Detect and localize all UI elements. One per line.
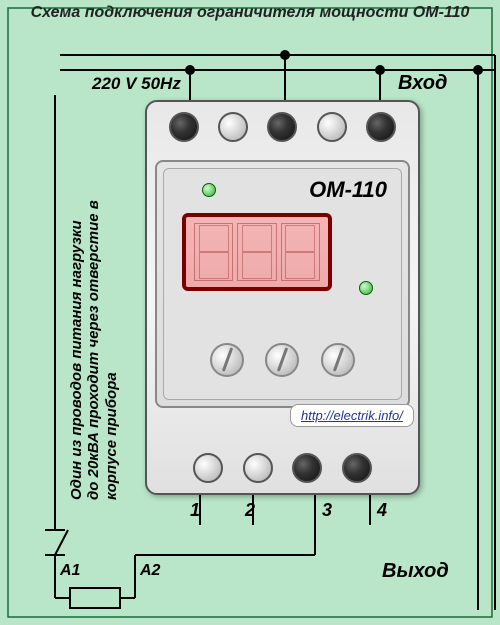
top-terminal-2 (218, 112, 248, 142)
terminal-num-1: 1 (190, 500, 200, 521)
bottom-terminal-4 (342, 453, 372, 483)
top-terminal-1 (169, 112, 199, 142)
side-note-text: Один из проводов питания нагрузкидо 20кВ… (68, 100, 120, 500)
status-led-right (359, 281, 373, 295)
device-body: ОМ-110 (145, 100, 420, 495)
terminal-num-3: 3 (322, 500, 332, 521)
top-terminal-5 (366, 112, 396, 142)
coil-a1-label: А1 (60, 562, 80, 580)
output-label: Выход (382, 560, 449, 583)
adjust-knob-2[interactable] (265, 343, 299, 377)
bottom-terminal-2 (243, 453, 273, 483)
faceplate-inner: ОМ-110 (163, 168, 402, 400)
coil-a2-label: А2 (140, 562, 160, 580)
diagram-title: Схема подключения ограничителя мощности … (0, 4, 500, 22)
digit-3 (281, 223, 320, 281)
side-note-line1: Один из проводов питания нагрузкидо 20кВ… (68, 100, 120, 500)
status-led-left (202, 183, 216, 197)
top-terminal-3 (267, 112, 297, 142)
bottom-terminal-1 (193, 453, 223, 483)
adjust-knob-1[interactable] (210, 343, 244, 377)
terminal-num-2: 2 (245, 500, 255, 521)
diagram-canvas: Схема подключения ограничителя мощности … (0, 0, 500, 625)
model-label: ОМ-110 (309, 177, 387, 203)
top-terminal-4 (317, 112, 347, 142)
device-faceplate: ОМ-110 (155, 160, 410, 408)
input-label: Вход (398, 72, 447, 95)
bottom-terminal-3 (292, 453, 322, 483)
bottom-terminal-row (165, 453, 400, 483)
voltage-label: 220 V 50Hz (92, 74, 181, 94)
terminal-num-4: 4 (377, 500, 387, 521)
source-url[interactable]: http://electrik.info/ (290, 404, 414, 427)
knob-row (200, 343, 366, 377)
adjust-knob-3[interactable] (321, 343, 355, 377)
digit-1 (194, 223, 233, 281)
seven-segment-display (182, 213, 332, 291)
top-terminal-row (147, 112, 418, 142)
digit-2 (237, 223, 276, 281)
